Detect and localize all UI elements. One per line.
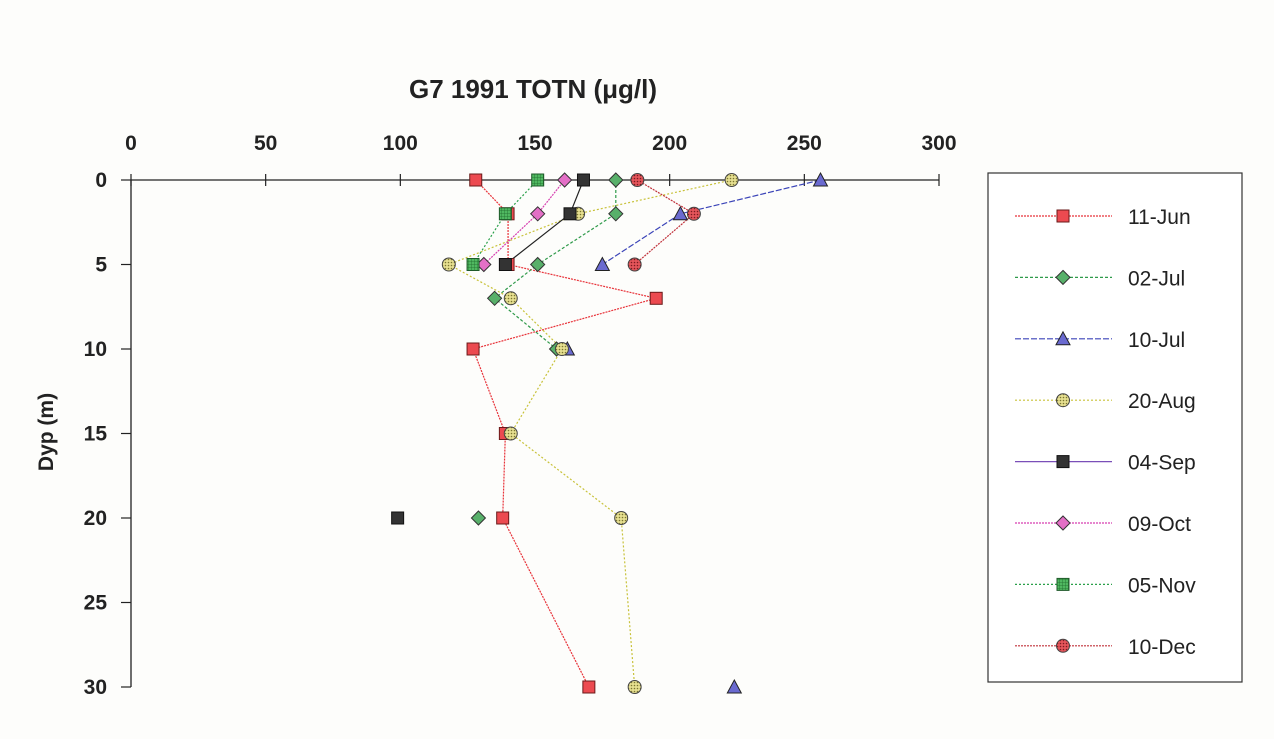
y-tick-label: 10 bbox=[84, 338, 107, 361]
data-point bbox=[466, 258, 480, 271]
x-tick-label: 200 bbox=[652, 132, 687, 155]
data-point bbox=[470, 510, 487, 526]
data-point bbox=[529, 256, 546, 273]
legend-label: 11-Jun bbox=[1128, 206, 1191, 229]
data-point bbox=[649, 291, 663, 305]
data-point bbox=[686, 206, 701, 221]
legend: 11-Jun 02-Jul 10-Jul 20-Aug 04-Sep 09-Oct 05-N… bbox=[987, 172, 1243, 683]
legend-label: 05-Nov bbox=[1128, 574, 1196, 597]
x-tick-label: 250 bbox=[787, 132, 822, 155]
y-tick-label: 0 bbox=[95, 169, 107, 192]
y-tick-label: 5 bbox=[95, 254, 107, 277]
data-point bbox=[1055, 515, 1071, 531]
x-tick-label: 0 bbox=[125, 132, 137, 155]
y-tick-label: 25 bbox=[84, 592, 108, 615]
series-line bbox=[634, 179, 695, 265]
data-point bbox=[503, 291, 518, 306]
data-point bbox=[582, 680, 596, 694]
y-tick-label: 20 bbox=[84, 507, 107, 530]
data-point bbox=[627, 257, 642, 272]
x-tick-label: 50 bbox=[254, 132, 277, 155]
data-point bbox=[1056, 577, 1070, 591]
data-point bbox=[726, 678, 743, 694]
y-tick-label: 30 bbox=[84, 676, 107, 699]
data-point bbox=[441, 257, 456, 272]
data-point bbox=[469, 173, 483, 187]
series-line bbox=[472, 179, 657, 688]
data-point bbox=[1056, 455, 1070, 469]
legend-label: 09-Oct bbox=[1128, 513, 1191, 536]
data-point bbox=[556, 172, 573, 188]
x-tick-label: 300 bbox=[921, 132, 956, 155]
series-line bbox=[472, 179, 539, 265]
data-point bbox=[496, 511, 510, 525]
data-point bbox=[466, 342, 480, 356]
data-point bbox=[608, 172, 624, 188]
series-markers bbox=[391, 171, 829, 694]
legend-label: 02-Jul bbox=[1128, 267, 1185, 290]
data-point bbox=[486, 290, 503, 307]
data-point bbox=[627, 680, 642, 694]
legend-label: 04-Sep bbox=[1128, 452, 1196, 475]
data-point bbox=[503, 426, 518, 441]
legend-label: 10-Dec bbox=[1128, 636, 1196, 659]
data-point bbox=[529, 206, 546, 222]
data-point bbox=[498, 258, 512, 271]
chart-title: G7 1991 TOTN (μg/l) bbox=[409, 74, 657, 104]
data-point bbox=[812, 171, 829, 187]
data-point bbox=[608, 206, 624, 222]
y-tick-label: 15 bbox=[84, 423, 108, 446]
series-line bbox=[505, 179, 585, 265]
data-point bbox=[576, 173, 590, 187]
axes: 0 50 100 150 200 250 300 0 5 10 15 20 25 30 bbox=[84, 132, 957, 699]
series-line bbox=[602, 179, 821, 266]
data-point bbox=[563, 207, 577, 221]
data-point bbox=[1056, 638, 1070, 653]
data-point bbox=[531, 173, 545, 187]
data-point bbox=[724, 173, 739, 187]
data-point bbox=[1056, 209, 1070, 223]
x-tick-label: 150 bbox=[517, 132, 552, 155]
x-tick-label: 100 bbox=[383, 132, 418, 155]
data-point bbox=[1055, 269, 1071, 286]
y-axis-label: Dyp (m) bbox=[35, 393, 58, 471]
data-point bbox=[1056, 393, 1070, 408]
series-line bbox=[447, 179, 732, 688]
data-point bbox=[630, 173, 645, 187]
legend-label: 20-Aug bbox=[1128, 390, 1196, 413]
series-line bbox=[483, 179, 566, 265]
data-point bbox=[594, 256, 611, 271]
data-point bbox=[614, 511, 629, 525]
legend-label: 10-Jul bbox=[1128, 329, 1185, 352]
data-point bbox=[498, 207, 512, 221]
data-point bbox=[554, 342, 569, 356]
data-point bbox=[672, 205, 689, 221]
data-point bbox=[1055, 330, 1071, 346]
legend-box bbox=[987, 172, 1243, 683]
data-point bbox=[391, 511, 405, 525]
